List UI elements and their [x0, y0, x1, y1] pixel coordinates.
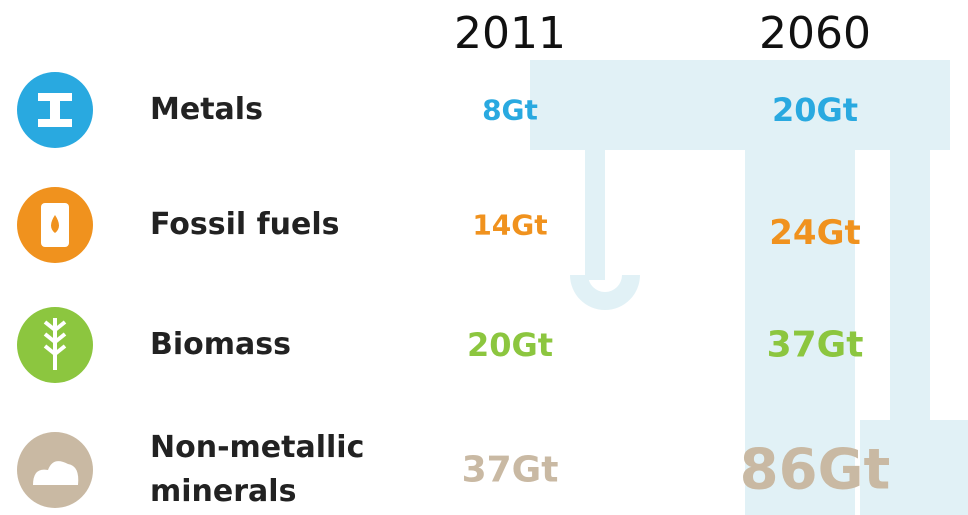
column-header: 2011	[454, 8, 566, 59]
value: 37Gt	[461, 449, 559, 491]
value: 86Gt	[739, 437, 891, 503]
value: 8Gt	[482, 93, 538, 127]
row-label: Fossil fuels	[150, 207, 340, 242]
value: 20Gt	[466, 326, 554, 364]
row-label: Biomass	[150, 327, 291, 362]
column-header: 2060	[759, 8, 871, 59]
value: 20Gt	[771, 91, 859, 129]
row-label: Metals	[150, 92, 263, 127]
value: 14Gt	[472, 208, 548, 242]
icons	[17, 72, 93, 508]
value: 24Gt	[769, 213, 861, 253]
crane	[530, 60, 968, 515]
value: 37Gt	[766, 324, 864, 366]
row-label: Non-metallic minerals	[150, 430, 365, 509]
